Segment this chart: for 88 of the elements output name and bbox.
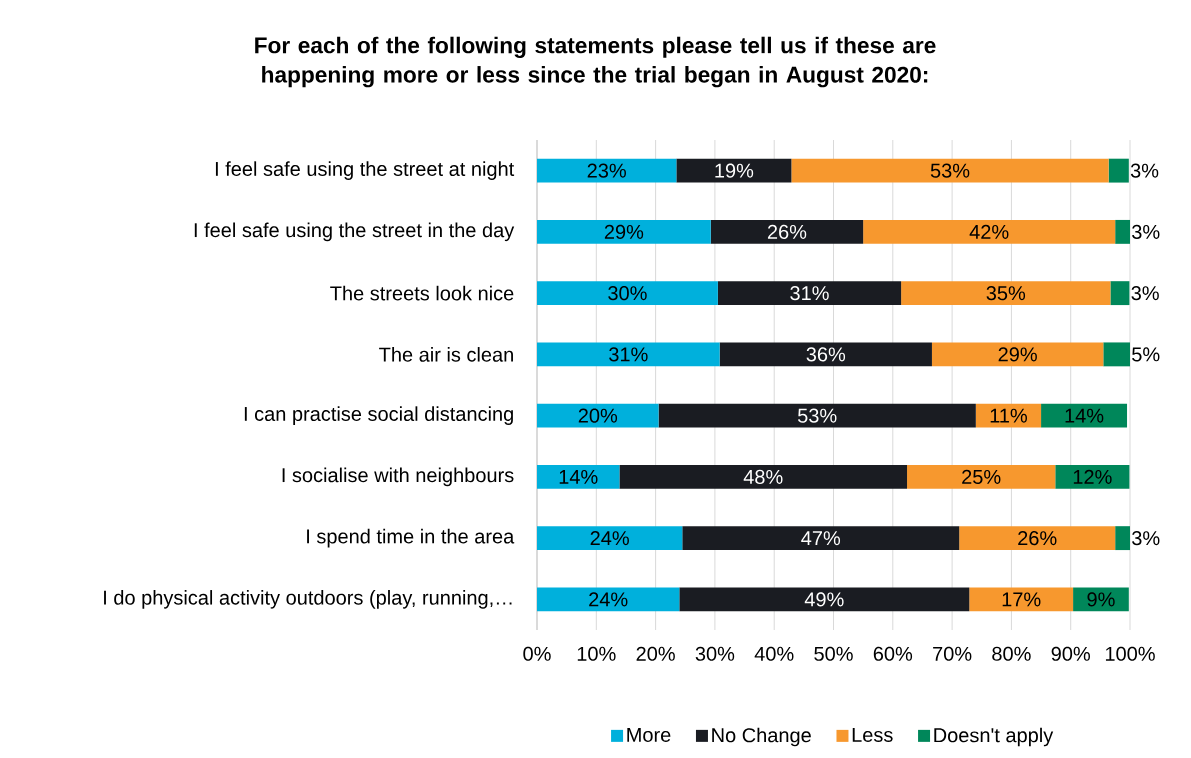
bar bbox=[975, 403, 1042, 428]
data-label: 3% bbox=[1130, 163, 1159, 178]
y-tick-label: I feel safe using the street in the day bbox=[194, 222, 515, 242]
data-label: 25% bbox=[962, 469, 1001, 484]
bar bbox=[717, 281, 902, 306]
data-label: 35% bbox=[986, 286, 1026, 301]
x-tick-label: 60% bbox=[873, 646, 913, 661]
data-label: 9% bbox=[1087, 592, 1115, 607]
data-label: 29% bbox=[604, 224, 644, 239]
bar bbox=[1115, 526, 1131, 551]
data-label: 26% bbox=[1018, 531, 1057, 546]
x-tick-label: 90% bbox=[1051, 646, 1090, 661]
legend-label: Doesn't apply bbox=[934, 727, 1054, 747]
data-label: 24% bbox=[590, 531, 629, 546]
x-tick-label: 30% bbox=[695, 646, 735, 661]
data-label: 17% bbox=[1002, 592, 1041, 607]
x-tick-label: 80% bbox=[992, 646, 1031, 661]
bar bbox=[959, 526, 1116, 551]
x-tick-label: 70% bbox=[933, 646, 972, 661]
data-label: 36% bbox=[806, 347, 846, 362]
bar bbox=[931, 342, 1104, 367]
bar bbox=[537, 526, 683, 551]
y-tick-label: I feel safe using the street at night bbox=[215, 161, 515, 180]
data-label: 24% bbox=[589, 592, 628, 607]
bar bbox=[537, 587, 680, 612]
data-label: 31% bbox=[790, 286, 829, 301]
bar bbox=[679, 587, 970, 612]
data-label: 14% bbox=[559, 469, 598, 484]
legend-label: More bbox=[627, 727, 671, 742]
data-label: 53% bbox=[930, 163, 970, 178]
data-label: 29% bbox=[998, 347, 1037, 362]
y-tick-label: I do physical activity outdoors (play, running,… bbox=[104, 590, 512, 609]
data-label: 53% bbox=[797, 408, 837, 423]
bar bbox=[1041, 403, 1128, 428]
y-tick-label: I socialise with neighbours bbox=[282, 467, 514, 487]
bar bbox=[1103, 342, 1131, 367]
data-label: 3% bbox=[1132, 224, 1160, 239]
data-label: 26% bbox=[767, 224, 807, 239]
y-tick-label: The streets look nice bbox=[330, 285, 514, 301]
data-label: 5% bbox=[1132, 347, 1160, 362]
data-label: 23% bbox=[587, 163, 626, 178]
bar bbox=[537, 342, 720, 367]
data-label: 19% bbox=[715, 163, 754, 178]
data-label: 31% bbox=[609, 347, 648, 362]
data-label: 42% bbox=[969, 224, 1009, 239]
data-label: 49% bbox=[804, 592, 844, 607]
bar bbox=[537, 403, 659, 428]
x-tick-label: 0% bbox=[523, 646, 551, 661]
x-tick-label: 20% bbox=[636, 646, 675, 661]
x-tick-label: 50% bbox=[814, 646, 853, 661]
data-label: 3% bbox=[1132, 531, 1160, 546]
bar bbox=[969, 587, 1074, 612]
legend-label: No Change bbox=[712, 727, 811, 747]
data-label: 20% bbox=[578, 408, 618, 423]
bar bbox=[1108, 158, 1129, 183]
bar bbox=[537, 281, 718, 306]
legend-label: Less bbox=[852, 727, 893, 742]
data-label: 30% bbox=[608, 286, 647, 301]
bar bbox=[537, 464, 620, 489]
data-label: 3% bbox=[1131, 286, 1159, 301]
bar bbox=[682, 526, 960, 551]
bar bbox=[1110, 281, 1130, 306]
bar bbox=[1115, 219, 1131, 244]
y-tick-label: I can practise social distancing bbox=[244, 406, 513, 425]
x-tick-label: 40% bbox=[754, 646, 794, 661]
bar bbox=[537, 219, 711, 244]
bar bbox=[863, 219, 1116, 244]
y-tick-label: I spend time in the area bbox=[307, 528, 515, 548]
bar bbox=[901, 281, 1111, 306]
x-tick-label: 10% bbox=[577, 646, 616, 661]
bar bbox=[719, 342, 932, 367]
data-label: 12% bbox=[1073, 469, 1112, 484]
x-tick-label: 100% bbox=[1105, 646, 1155, 661]
bar bbox=[1073, 587, 1129, 612]
bar bbox=[658, 403, 976, 428]
bar bbox=[791, 158, 1109, 183]
y-tick-label: The air is clean bbox=[379, 347, 513, 362]
bar bbox=[676, 158, 792, 183]
chart-title: For each of the following statements please tell us if these are happening more or less since the trial began in August 2020: bbox=[255, 36, 936, 88]
bar bbox=[1055, 464, 1130, 489]
data-label: 11% bbox=[990, 408, 1027, 423]
bar bbox=[907, 464, 1056, 489]
data-label: 48% bbox=[743, 469, 783, 484]
bar bbox=[710, 219, 864, 244]
data-label: 14% bbox=[1065, 408, 1104, 423]
data-label: 47% bbox=[801, 531, 841, 546]
bar bbox=[537, 158, 677, 183]
bar bbox=[619, 464, 908, 489]
